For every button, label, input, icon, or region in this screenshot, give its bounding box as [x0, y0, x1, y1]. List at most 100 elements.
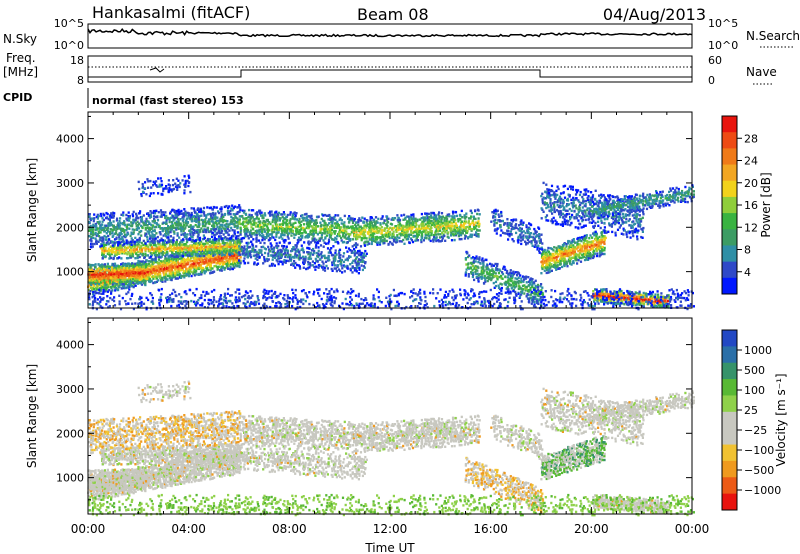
power-cell — [229, 247, 232, 251]
power-cell — [113, 242, 116, 245]
power-cell — [111, 283, 114, 286]
power-cell — [312, 231, 315, 234]
power-cell — [167, 269, 170, 272]
power-cell — [184, 253, 187, 256]
power-cell — [159, 245, 162, 248]
power-cell — [435, 219, 438, 223]
cpid-text: normal (fast stereo) 153 — [92, 94, 244, 107]
power-cell — [102, 253, 105, 256]
power-cell — [105, 280, 108, 283]
power-cell — [88, 273, 91, 276]
power-cell — [284, 228, 287, 231]
power-cell — [255, 239, 258, 242]
power-cell — [217, 230, 221, 233]
power-cell — [188, 269, 191, 272]
power-cell — [138, 276, 141, 279]
power-cell — [227, 254, 230, 257]
power-cell — [150, 275, 153, 279]
power-cell — [231, 204, 234, 207]
power-cell — [205, 245, 208, 248]
power-cell — [198, 258, 201, 261]
power-cell — [236, 217, 239, 220]
power-cell — [90, 271, 93, 274]
power-cell — [101, 246, 104, 250]
power-cell — [184, 265, 187, 268]
power-cell — [131, 270, 134, 273]
power-cell — [136, 277, 139, 281]
power-cell — [91, 229, 94, 232]
power-cell — [273, 256, 277, 259]
power-cell — [116, 251, 120, 254]
power-cell — [113, 228, 116, 231]
power-cell — [214, 217, 217, 221]
power-cell — [300, 244, 303, 247]
power-cell — [163, 221, 166, 225]
power-cell — [212, 248, 215, 251]
power-cell — [212, 214, 215, 217]
power-cell — [205, 265, 208, 269]
power-cell — [208, 238, 212, 241]
power-cell — [277, 211, 281, 215]
power-cell — [138, 281, 141, 284]
power-cell — [197, 228, 200, 232]
power-cell — [151, 238, 154, 241]
power-cell — [234, 240, 237, 243]
power-cell — [246, 227, 249, 230]
power-cell — [202, 248, 206, 252]
power-cell — [106, 262, 109, 266]
power-cell — [366, 243, 369, 246]
power-cell — [190, 216, 193, 219]
power-cell — [227, 213, 230, 216]
frequency-panel-frame — [87, 55, 693, 83]
power-cell — [132, 221, 135, 224]
power-cell — [132, 281, 135, 284]
power-cell — [324, 223, 327, 227]
power-cell — [424, 234, 427, 237]
power-cell — [220, 206, 223, 209]
power-cell — [103, 286, 106, 289]
power-cell — [397, 216, 400, 220]
power-cell — [187, 174, 190, 177]
power-cell — [181, 256, 184, 259]
power-cell — [130, 282, 134, 285]
power-cell — [343, 224, 346, 227]
power-cell — [461, 229, 464, 233]
power-cell — [208, 222, 211, 226]
power-cell — [475, 233, 478, 236]
power-cell — [432, 240, 435, 243]
power-cell — [114, 275, 117, 278]
power-cell — [126, 286, 130, 289]
power-cell — [217, 210, 220, 213]
power-cell — [228, 229, 231, 232]
power-cell — [265, 248, 268, 251]
power-cell — [108, 257, 111, 260]
power-cell — [125, 257, 129, 260]
power-cell — [229, 245, 232, 249]
power-cell — [294, 226, 297, 229]
power-cell — [464, 220, 468, 223]
power-cell — [108, 222, 111, 226]
power-cell — [128, 271, 131, 274]
power-cell — [106, 278, 109, 281]
power-cell — [103, 247, 106, 250]
power-cell — [248, 220, 251, 224]
power-cell — [220, 210, 223, 213]
power-cell — [134, 268, 137, 271]
power-cell — [283, 213, 286, 216]
power-cell — [451, 218, 454, 221]
power-cell — [385, 233, 388, 237]
power-cell — [175, 228, 178, 231]
power-cell — [97, 240, 100, 243]
power-cell — [156, 262, 159, 265]
power-cell — [422, 228, 426, 231]
power-cell — [110, 256, 113, 260]
power-cell — [346, 232, 350, 236]
power-cell — [312, 234, 315, 238]
power-cell — [244, 226, 247, 230]
power-cell — [239, 231, 242, 234]
power-cell — [134, 257, 137, 260]
power-cell — [138, 212, 141, 215]
power-cell — [469, 233, 472, 236]
power-cell — [165, 220, 168, 224]
power-cell — [307, 221, 310, 224]
